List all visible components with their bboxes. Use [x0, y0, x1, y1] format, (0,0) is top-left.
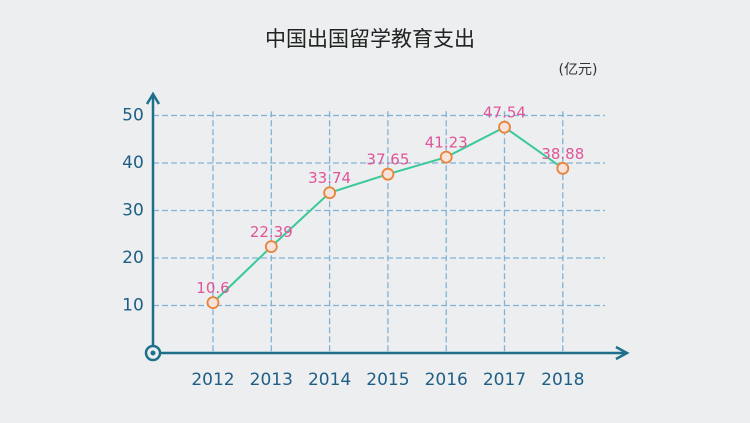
y-tick-label: 30 [122, 201, 144, 221]
x-tick-label: 2018 [541, 370, 584, 390]
x-axis-arrow [615, 345, 630, 361]
point [206, 296, 220, 310]
point [498, 120, 511, 134]
point [264, 240, 278, 254]
x-tick-label: 2013 [250, 370, 293, 390]
value-label: 22.39 [250, 223, 293, 241]
x-tick-label: 2016 [425, 370, 468, 390]
point [323, 186, 337, 200]
point [381, 167, 395, 181]
value-label: 41.23 [425, 134, 468, 152]
value-label: 37.65 [366, 151, 409, 169]
x-tick-label: 2017 [483, 370, 526, 390]
y-tick-label: 40 [122, 153, 144, 173]
unit-label: (亿元) [559, 62, 598, 78]
value-label: 47.54 [483, 104, 526, 122]
value-label: 33.74 [308, 169, 351, 187]
value-label: 10.6 [196, 279, 229, 297]
y-tick-label: 10 [122, 296, 144, 316]
x-tick-label: 2015 [366, 370, 409, 390]
point [439, 150, 453, 164]
y-axis-arrow [145, 91, 161, 105]
value-label: 38.88 [541, 145, 584, 163]
x-tick-label: 2014 [308, 370, 351, 390]
chart-title: 中国出国留学教育支出 [265, 27, 475, 51]
point [556, 161, 570, 175]
x-tick-label: 2012 [191, 370, 234, 390]
y-tick-label: 50 [122, 106, 144, 126]
origin-dot [150, 350, 156, 356]
y-tick-label: 20 [122, 248, 144, 268]
grid [153, 111, 605, 353]
